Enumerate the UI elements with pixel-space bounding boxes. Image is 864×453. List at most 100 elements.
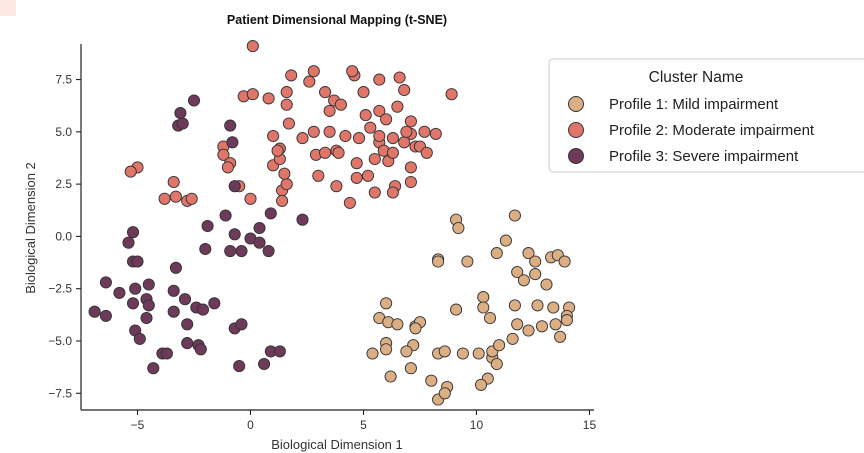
data-point xyxy=(217,148,230,161)
data-point xyxy=(549,318,562,331)
y-tick-label: −2.5 xyxy=(48,282,72,296)
data-point xyxy=(253,236,266,249)
data-point xyxy=(391,318,404,331)
data-point xyxy=(199,242,212,256)
data-point xyxy=(307,125,320,138)
data-point xyxy=(323,125,336,138)
data-point xyxy=(276,194,289,207)
data-point xyxy=(303,75,316,88)
data-point xyxy=(99,276,112,289)
data-point xyxy=(167,284,180,297)
data-point xyxy=(262,92,275,105)
legend: Cluster Name Profile 1: Mild impairmentP… xyxy=(548,58,864,173)
data-point xyxy=(126,226,140,239)
data-point xyxy=(445,88,458,101)
series-2 xyxy=(124,40,458,209)
data-point xyxy=(373,73,386,86)
data-point xyxy=(133,332,146,345)
data-point xyxy=(285,69,298,82)
data-point xyxy=(113,286,126,299)
data-point xyxy=(438,345,451,358)
data-point xyxy=(361,169,375,182)
data-point xyxy=(366,347,379,360)
data-point xyxy=(472,347,485,360)
x-tick-label: 5 xyxy=(360,418,367,432)
x-tick-label: 0 xyxy=(247,418,254,432)
y-axis-label: Biological Dimension 2 xyxy=(23,162,38,294)
data-point xyxy=(425,374,438,387)
data-point xyxy=(529,268,542,281)
data-point xyxy=(282,117,295,130)
data-point xyxy=(400,345,413,358)
data-point xyxy=(508,209,521,222)
data-point xyxy=(368,152,381,166)
x-tick-label: −5 xyxy=(131,418,145,432)
data-point xyxy=(499,234,512,247)
data-point xyxy=(176,117,189,130)
data-point xyxy=(483,311,497,325)
data-point xyxy=(529,255,542,268)
data-point xyxy=(350,171,363,184)
data-point xyxy=(368,186,381,199)
data-point xyxy=(334,98,347,111)
data-point xyxy=(219,209,232,222)
data-point xyxy=(364,121,377,134)
data-point xyxy=(296,132,309,145)
data-point xyxy=(126,297,140,310)
data-point xyxy=(142,278,155,291)
data-point xyxy=(131,255,144,268)
data-point xyxy=(409,322,422,335)
data-point xyxy=(429,127,442,140)
data-point xyxy=(124,165,137,178)
data-point xyxy=(522,247,535,260)
data-point xyxy=(477,291,490,304)
data-point xyxy=(280,86,293,99)
data-point xyxy=(228,180,241,193)
legend-marker xyxy=(568,122,584,138)
data-point xyxy=(323,104,336,117)
data-point xyxy=(391,100,404,113)
data-point xyxy=(253,221,266,235)
data-point xyxy=(474,378,488,391)
legend-label: Profile 1: Mild impairment xyxy=(609,96,779,113)
data-point xyxy=(456,347,469,360)
data-point xyxy=(160,347,173,360)
data-point xyxy=(357,86,370,99)
data-point xyxy=(398,136,411,149)
data-point xyxy=(201,219,214,233)
data-point xyxy=(438,387,451,400)
data-point xyxy=(235,245,248,258)
y-tick-label: 2.5 xyxy=(55,177,72,191)
data-point xyxy=(506,332,519,345)
data-point xyxy=(511,318,524,331)
data-point xyxy=(404,362,417,375)
x-tick-label: 10 xyxy=(470,418,484,432)
data-point xyxy=(511,265,524,279)
data-point xyxy=(332,146,345,159)
data-point xyxy=(490,247,503,260)
data-point xyxy=(278,167,291,180)
y-tick-label: 5.0 xyxy=(55,125,72,139)
data-point xyxy=(319,146,332,159)
data-point xyxy=(169,190,182,203)
data-point xyxy=(169,261,182,274)
data-point xyxy=(280,178,293,191)
data-point xyxy=(273,345,286,358)
data-point xyxy=(517,274,530,287)
series-1 xyxy=(366,209,576,406)
data-point xyxy=(404,115,417,128)
data-point xyxy=(262,245,275,258)
corner-mark xyxy=(0,0,16,16)
data-point xyxy=(450,303,463,316)
data-point xyxy=(452,221,465,235)
data-point xyxy=(461,255,474,268)
data-point xyxy=(196,303,210,316)
data-point xyxy=(490,357,503,371)
data-point xyxy=(208,297,221,310)
data-point xyxy=(386,146,399,159)
legend-frame xyxy=(548,58,864,173)
legend-title: Cluster Name xyxy=(649,69,744,86)
data-point xyxy=(339,129,352,143)
data-point xyxy=(343,196,356,209)
data-point xyxy=(493,339,506,352)
